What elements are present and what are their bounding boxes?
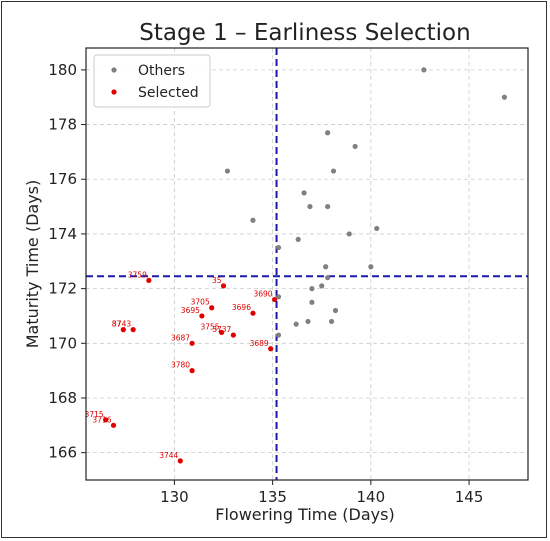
legend: Others Selected [93,54,211,108]
point-selected [220,283,227,289]
grid [86,48,528,480]
point-others [501,94,508,100]
point-label: 3690 [253,290,272,299]
point-others [325,203,331,210]
chart-title: Stage 1 – Earliness Selection [139,20,470,46]
point-selected [230,332,236,338]
point-label: 3687 [171,333,190,342]
point-label: 3744 [159,451,178,460]
x-tick-label: 145 [455,488,484,506]
x-axis-label: Flowering Time (Days) [215,505,394,524]
point-others [330,168,337,174]
point-selected [130,327,136,333]
point-selected [268,346,274,352]
point-label: 3759 [128,270,147,279]
legend-marker-selected [111,89,117,95]
point-others [325,275,331,281]
point-label: 3695 [181,306,200,315]
y-tick-label: 178 [48,116,77,134]
point-selected [110,422,117,428]
y-tick-label: 176 [48,170,77,188]
point-selected [146,277,152,284]
point-label: 3743 [112,320,131,329]
point-label: 3716 [92,415,111,424]
point-selected [189,368,195,374]
y-tick-label: 174 [48,225,77,243]
point-others [332,307,339,314]
point-others [374,225,380,232]
point-label: 3755 [200,322,219,331]
x-tick-label: 135 [258,488,287,506]
legend-marker-others [111,67,117,73]
point-selected [209,305,215,311]
point-selected [120,327,126,333]
point-label: 35 [212,276,222,285]
point-label: 87 [112,320,122,329]
axis-ticks: 130 135 140 145 166 168 170 172 174 176 178 180 [48,61,483,506]
point-label: 3689 [250,339,269,348]
y-tick-label: 168 [48,389,77,407]
point-others [346,231,352,237]
threshold-lines [86,48,528,480]
point-others [275,244,282,251]
point-others [301,190,307,196]
legend-label-selected: Selected [138,85,199,101]
point-label: 3696 [232,303,251,312]
point-others [295,236,301,242]
point-selected [199,313,205,319]
point-others [319,283,325,289]
x-tick-label: 130 [160,488,189,506]
point-selected [189,340,195,346]
point-others [224,168,231,174]
plot-area-border [85,47,529,481]
point-others [421,67,427,73]
point-selected [218,329,225,335]
y-tick-label: 180 [48,61,77,79]
point-others [275,332,282,338]
y-tick-label: 166 [48,444,77,462]
point-label: 3705 [191,298,210,307]
point-others [368,264,374,270]
point-label: 3780 [171,361,190,370]
point-others [307,203,313,210]
point-others [275,294,282,300]
legend-box [93,54,211,108]
point-selected [271,296,278,303]
point-label: 3715 [85,410,104,419]
y-axis-label: Maturity Time (Days) [23,180,42,349]
point-others [293,321,299,327]
x-tick-label: 140 [357,488,386,506]
point-others [309,286,315,292]
point-selected [177,458,183,464]
legend-label-others: Others [138,63,185,79]
point-others [250,217,256,223]
y-tick-label: 172 [48,280,77,298]
point-others [352,143,358,150]
point-selected [250,310,256,316]
y-tick-label: 170 [48,334,77,352]
point-selected [103,417,109,423]
point-others [328,318,335,325]
point-others [325,130,331,136]
data-points [103,67,508,464]
point-others [305,318,311,325]
point-others [309,299,315,305]
point-label: 3737 [212,325,231,334]
point-others [323,264,329,270]
